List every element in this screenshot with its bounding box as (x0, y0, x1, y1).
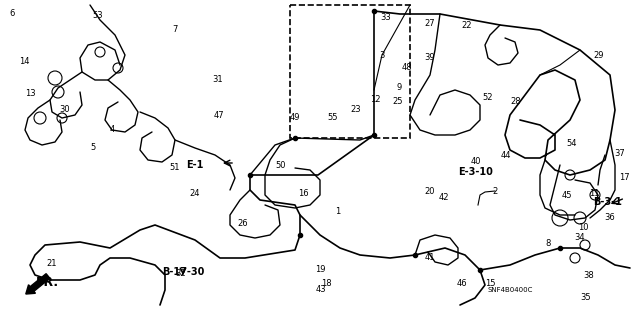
Text: 17: 17 (619, 173, 629, 182)
Text: 39: 39 (425, 53, 435, 62)
Text: 55: 55 (328, 113, 339, 122)
Text: 21: 21 (47, 259, 57, 269)
Text: E-3-10: E-3-10 (459, 167, 493, 177)
Text: 13: 13 (25, 90, 35, 99)
Text: FR.: FR. (35, 276, 59, 288)
Text: 53: 53 (93, 11, 103, 20)
Text: 37: 37 (614, 150, 625, 159)
Text: 52: 52 (483, 93, 493, 101)
Text: 9: 9 (396, 83, 402, 92)
Text: B-3-1: B-3-1 (593, 197, 623, 207)
Text: 28: 28 (511, 98, 522, 107)
Text: 48: 48 (402, 63, 412, 71)
Text: 36: 36 (605, 213, 616, 222)
Text: 14: 14 (19, 57, 29, 66)
Text: 22: 22 (461, 20, 472, 29)
Text: 6: 6 (10, 10, 15, 19)
Text: 40: 40 (471, 158, 481, 167)
Text: B-17-30: B-17-30 (162, 267, 204, 277)
Text: 5: 5 (90, 143, 95, 152)
Text: 27: 27 (425, 19, 435, 27)
Text: 24: 24 (189, 189, 200, 197)
Text: 2: 2 (492, 187, 498, 196)
Text: 1: 1 (335, 206, 340, 216)
Text: 15: 15 (484, 278, 495, 287)
Text: 46: 46 (457, 278, 467, 287)
Text: 10: 10 (578, 224, 588, 233)
Text: 19: 19 (315, 265, 325, 275)
Text: 30: 30 (60, 106, 70, 115)
Text: 12: 12 (370, 95, 380, 105)
FancyArrow shape (26, 274, 50, 294)
Text: 26: 26 (237, 219, 248, 228)
Text: 43: 43 (316, 285, 326, 293)
Text: 42: 42 (439, 192, 449, 202)
Text: 51: 51 (170, 162, 180, 172)
Text: 33: 33 (381, 13, 392, 23)
Text: 31: 31 (212, 76, 223, 85)
Text: 16: 16 (298, 189, 308, 197)
Text: 29: 29 (594, 50, 604, 60)
Text: 49: 49 (290, 113, 300, 122)
Text: E-1: E-1 (186, 160, 204, 170)
Text: 54: 54 (567, 138, 577, 147)
Text: 20: 20 (425, 188, 435, 197)
Text: 38: 38 (584, 271, 595, 280)
Text: SNF4B0400C: SNF4B0400C (487, 287, 532, 293)
Text: 23: 23 (351, 106, 362, 115)
Text: 35: 35 (580, 293, 591, 302)
Text: 4: 4 (109, 125, 115, 135)
Text: 50: 50 (276, 160, 286, 169)
Text: 11: 11 (589, 189, 599, 198)
Text: 8: 8 (545, 240, 550, 249)
Text: 32: 32 (176, 269, 186, 278)
Text: 18: 18 (321, 278, 332, 287)
Text: 41: 41 (425, 254, 435, 263)
Text: 45: 45 (562, 191, 572, 201)
Text: 44: 44 (500, 151, 511, 160)
Text: 25: 25 (393, 97, 403, 106)
Text: 7: 7 (172, 26, 178, 34)
Text: 47: 47 (214, 112, 224, 121)
Bar (290, 5, 410, 138)
Text: 3: 3 (380, 50, 385, 60)
Text: 34: 34 (575, 234, 586, 242)
